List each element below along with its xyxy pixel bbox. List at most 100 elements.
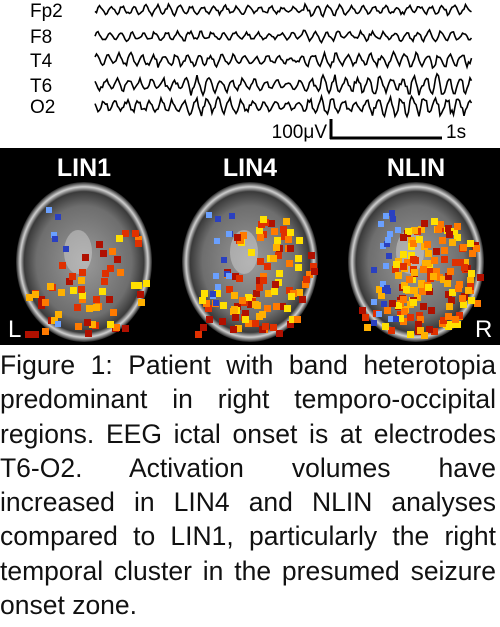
activation-voxel <box>234 234 241 241</box>
activation-voxel <box>42 299 49 306</box>
activation-voxel <box>257 258 264 265</box>
activation-voxel <box>122 230 129 237</box>
deactivation-voxel <box>395 227 401 233</box>
activation-voxel <box>477 274 484 281</box>
activation-voxel <box>280 226 287 233</box>
activation-voxel <box>240 232 247 239</box>
deactivation-voxel <box>388 316 394 322</box>
activation-voxel <box>116 235 123 242</box>
activation-voxel <box>445 273 452 280</box>
activation-voxel <box>431 218 438 225</box>
deactivation-voxel <box>215 284 221 290</box>
activation-voxel <box>401 308 408 315</box>
activation-voxel <box>456 312 463 319</box>
activation-voxel <box>308 252 315 259</box>
activation-voxel <box>99 288 106 295</box>
activation-voxel <box>288 293 295 300</box>
activation-voxel <box>400 296 407 303</box>
activation-voxel <box>85 330 92 337</box>
activation-voxel <box>445 225 452 232</box>
deactivation-voxel <box>55 321 61 327</box>
activation-voxel <box>245 294 252 301</box>
panel-label: LIN4 <box>223 154 277 182</box>
channel-label: T6 <box>30 76 52 97</box>
activation-voxel <box>79 269 86 276</box>
activation-voxel <box>286 260 293 267</box>
activation-voxel <box>284 305 291 312</box>
activation-voxel <box>58 289 65 296</box>
activation-voxel <box>132 230 139 237</box>
activation-voxel <box>431 257 438 264</box>
channel-label: F8 <box>30 27 52 48</box>
activation-voxel <box>443 321 450 328</box>
activation-voxel <box>55 311 62 318</box>
activation-voxel <box>260 277 267 284</box>
eeg-trace <box>94 2 472 18</box>
activation-voxel <box>51 317 58 324</box>
activation-voxel <box>231 292 238 299</box>
activation-voxel <box>407 331 414 338</box>
orientation-right: R <box>475 316 492 343</box>
channel-label: O2 <box>30 97 55 118</box>
deactivation-voxel <box>210 291 216 297</box>
activation-voxel <box>395 272 402 279</box>
activation-voxel <box>110 309 117 316</box>
activation-voxel <box>392 266 399 273</box>
activation-voxel <box>259 311 266 318</box>
activation-voxel <box>66 278 73 285</box>
activation-voxel <box>425 250 432 257</box>
deactivation-voxel <box>63 246 69 252</box>
activation-voxel <box>447 268 454 275</box>
activation-voxel <box>422 260 429 267</box>
activation-voxel <box>445 313 452 320</box>
activation-voxel <box>296 289 303 296</box>
activation-voxel <box>445 291 452 298</box>
activation-voxel <box>310 263 317 270</box>
activation-voxel <box>206 316 213 323</box>
activation-voxel <box>242 310 249 317</box>
activation-voxel <box>467 283 474 290</box>
activation-voxel <box>199 297 206 304</box>
activation-voxel <box>205 305 212 312</box>
activation-voxel <box>69 273 76 280</box>
activation-voxel <box>444 280 451 287</box>
deactivation-voxel <box>51 232 57 238</box>
activation-voxel <box>462 259 469 266</box>
activation-voxel <box>260 273 267 280</box>
activation-voxel <box>122 325 129 332</box>
activation-voxel <box>256 227 263 234</box>
activation-voxel <box>285 236 292 243</box>
ventricle <box>64 230 92 274</box>
deactivation-voxel <box>383 213 389 219</box>
activation-voxel <box>418 226 425 233</box>
activation-voxel <box>454 321 461 328</box>
activation-voxel <box>100 250 107 257</box>
activation-voxel <box>376 286 383 293</box>
activation-voxel <box>78 286 85 293</box>
activation-voxel <box>455 285 462 292</box>
activation-voxel <box>84 319 91 326</box>
deactivation-voxel <box>214 238 220 244</box>
activation-voxel <box>70 287 77 294</box>
activation-voxel <box>279 303 286 310</box>
activation-voxel <box>137 291 144 298</box>
activation-voxel <box>430 273 437 280</box>
activation-voxel <box>201 290 208 297</box>
activation-voxel <box>242 316 249 323</box>
activation-voxel <box>400 251 407 258</box>
deactivation-voxel <box>226 231 232 237</box>
deactivation-voxel <box>381 301 387 307</box>
deactivation-voxel <box>206 212 212 218</box>
deactivation-voxel <box>376 311 382 317</box>
activation-voxel <box>416 236 423 243</box>
activation-voxel <box>431 328 438 335</box>
activation-voxel <box>258 221 265 228</box>
activation-voxel <box>382 323 389 330</box>
activation-voxel <box>468 297 475 304</box>
activation-voxel <box>281 233 288 240</box>
activation-voxel <box>265 290 272 297</box>
activation-voxel <box>456 281 463 288</box>
deactivation-voxel <box>390 216 396 222</box>
deactivation-voxel <box>55 214 61 220</box>
activation-voxel <box>311 268 318 275</box>
